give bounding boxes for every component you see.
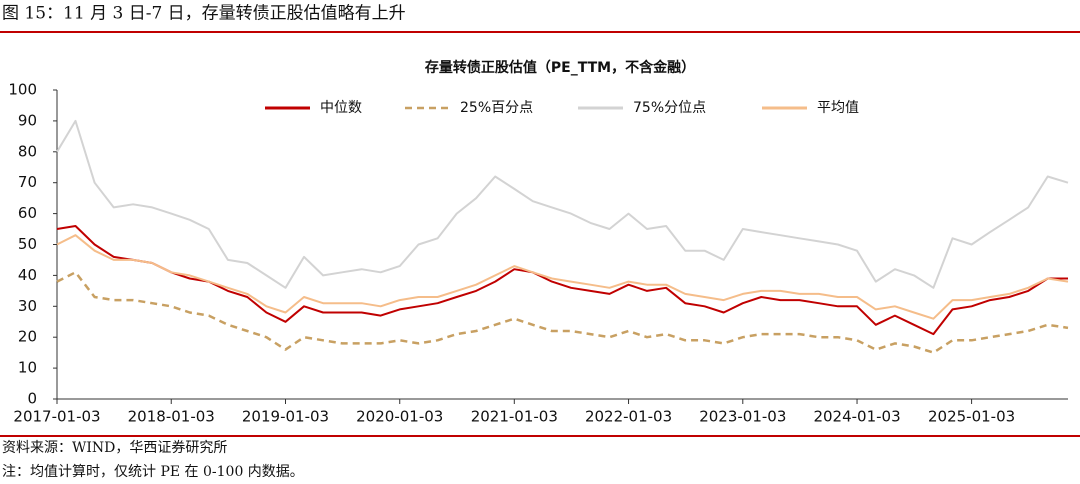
y-tick-label: 0 [27,390,37,408]
x-tick-label: 2017-01-03 [13,408,100,426]
y-tick-label: 30 [18,297,37,315]
x-tick-label: 2024-01-03 [813,408,900,426]
series-line [56,234,1069,320]
legend-label: 中位数 [320,100,362,116]
figure-caption: 图 15：11 月 3 日-7 日，存量转债正股估值略有上升 [2,4,406,24]
legend-label: 25%百分点 [460,100,533,116]
x-tick-label: 2022-01-03 [585,408,672,426]
x-tick-label: 2021-01-03 [471,408,558,426]
y-tick-label: 100 [8,81,37,99]
legend-label: 平均值 [817,100,859,116]
x-tick-label: 2019-01-03 [242,408,329,426]
y-tick-label: 90 [18,111,37,129]
series-line [56,225,1068,336]
series-line [56,271,1069,354]
y-tick-label: 50 [18,235,37,253]
source-note: 资料来源：WIND，华西证券研究所 [2,440,227,456]
legend-label: 75%分位点 [633,100,706,116]
y-tick-label: 80 [18,142,37,160]
y-tick-label: 40 [18,266,37,284]
x-tick-label: 2025-01-03 [928,408,1015,426]
x-tick-label: 2023-01-03 [699,408,786,426]
y-tick-label: 20 [18,328,37,346]
x-tick-label: 2018-01-03 [128,408,215,426]
chart-title: 存量转债正股估值（PE_TTM，不含金融） [425,59,695,76]
footnote: 注：均值计算时，仅统计 PE 在 0-100 内数据。 [2,464,304,480]
y-tick-label: 10 [18,359,37,377]
series-line [56,119,1069,289]
x-tick-label: 2020-01-03 [356,408,443,426]
y-tick-label: 70 [18,173,37,191]
y-tick-label: 60 [18,204,37,222]
